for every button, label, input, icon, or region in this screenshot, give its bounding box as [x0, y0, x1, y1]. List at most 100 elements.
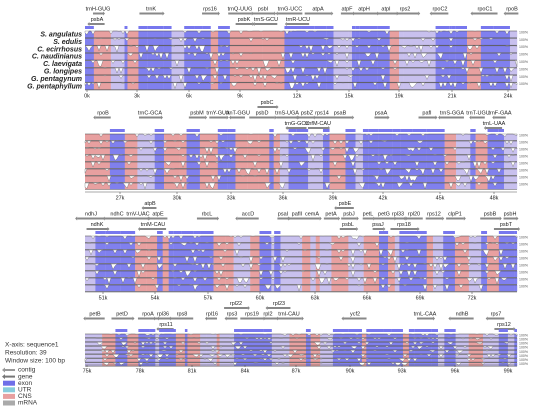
gene-label: trnG-UCC — [278, 6, 302, 12]
track-fill — [155, 338, 160, 342]
track-fill — [162, 264, 169, 271]
gene-label: petB — [89, 311, 101, 317]
track-fill — [186, 176, 201, 183]
track-fill — [514, 346, 518, 350]
track-fill — [96, 176, 111, 183]
gene-bar — [373, 217, 395, 220]
track-fill — [199, 162, 219, 169]
track-fill — [351, 45, 356, 53]
track-fill — [345, 169, 356, 176]
track-fill — [391, 342, 404, 346]
track-fill — [146, 243, 158, 250]
track-fill — [217, 141, 228, 148]
track-fill — [247, 183, 259, 190]
track-fill — [332, 346, 349, 350]
track-fill — [419, 31, 436, 38]
track-fill — [271, 354, 290, 358]
track-fill — [138, 45, 148, 53]
track-fill — [138, 82, 148, 90]
track-fill — [124, 45, 128, 53]
gene-label: petG — [378, 211, 390, 217]
legend-swatch — [3, 380, 15, 386]
track-fill — [154, 176, 165, 183]
gene-label: trnS-UGA — [275, 110, 299, 116]
track-fill — [383, 350, 393, 354]
track-fill — [274, 75, 285, 83]
track-fill — [366, 334, 385, 338]
track-fill — [227, 176, 230, 183]
track-fill — [85, 358, 103, 363]
track-fill — [194, 45, 204, 53]
track-fill — [127, 68, 139, 75]
track-fill — [432, 257, 444, 264]
track-fill — [225, 285, 234, 292]
track-fill — [213, 257, 226, 264]
track-fill — [455, 75, 468, 83]
track-fill — [414, 354, 432, 358]
track-fill — [102, 342, 116, 346]
track-fill — [305, 334, 311, 338]
track-fill — [302, 278, 311, 285]
track-fill — [308, 148, 324, 155]
track-fill — [310, 285, 316, 292]
track-fill — [412, 141, 427, 148]
track-fill — [219, 338, 235, 342]
track-fill — [155, 354, 160, 358]
conservation-dip — [84, 82, 518, 89]
track-fill — [326, 75, 334, 83]
track-fill — [470, 183, 476, 190]
percent-label: 100% — [519, 60, 528, 64]
track-fill — [181, 236, 194, 243]
track-fill — [218, 82, 231, 90]
track-fill — [157, 257, 163, 264]
gene-label: rpoA — [142, 311, 154, 317]
track-fill — [288, 134, 297, 141]
track-fill — [348, 362, 363, 367]
gene-arrow — [160, 115, 163, 120]
track-fill — [389, 75, 400, 83]
track-fill — [456, 183, 471, 190]
gene-bar — [237, 217, 259, 220]
track-fill — [163, 75, 172, 83]
track-fill — [363, 257, 380, 264]
track-fill — [247, 141, 259, 148]
track-fill — [274, 68, 285, 75]
gene-arrow — [356, 216, 359, 221]
track-fill — [333, 75, 349, 83]
track-fill — [175, 342, 186, 346]
track-fill — [348, 334, 363, 338]
legend-info: Window size: 100 bp — [5, 358, 65, 365]
track-fill — [85, 278, 96, 285]
track-fill — [362, 134, 369, 141]
species-label: S. angulatus — [40, 32, 82, 39]
track-fill — [313, 338, 321, 342]
track-fill — [233, 236, 251, 243]
track-fill — [302, 271, 311, 278]
exon-box — [514, 231, 517, 234]
track-fill — [378, 134, 393, 141]
track-fill — [280, 243, 291, 250]
exon-box — [399, 231, 410, 234]
track-fill — [302, 264, 311, 271]
track-fill — [138, 338, 150, 342]
track-fill — [234, 346, 250, 350]
tick-label: 36k — [279, 195, 288, 201]
track-fill — [110, 75, 125, 83]
track-fill — [175, 354, 186, 358]
track-fill — [468, 358, 484, 363]
track-fill — [124, 155, 132, 162]
gene-arrow — [403, 216, 406, 221]
track-fill — [361, 362, 367, 367]
gene-bar — [350, 12, 378, 15]
track-fill — [503, 162, 518, 169]
track-fill — [331, 271, 349, 278]
gene-label: rbcL — [202, 211, 213, 217]
track-fill — [308, 141, 324, 148]
track-fill — [399, 278, 410, 285]
track-fill — [159, 362, 177, 367]
track-fill — [163, 31, 172, 38]
track-fill — [157, 250, 163, 257]
track-fill — [481, 250, 488, 257]
gene-arrow — [356, 227, 359, 231]
